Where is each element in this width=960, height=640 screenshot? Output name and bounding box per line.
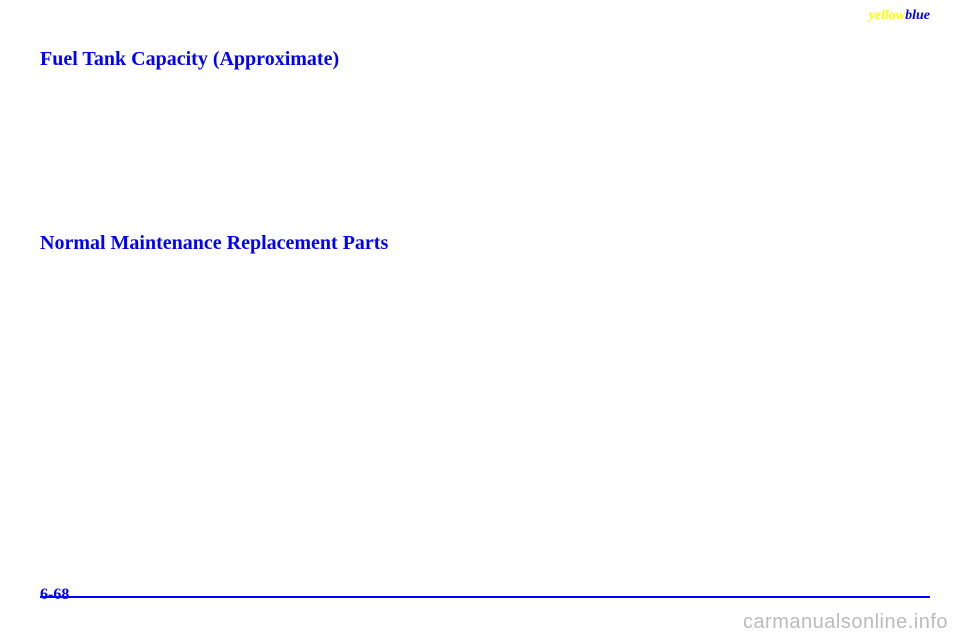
footer-rule <box>40 596 930 598</box>
page-footer: 6-68 <box>40 596 930 598</box>
heading-maintenance: Normal Maintenance Replacement Parts <box>40 232 388 255</box>
brand-text-yellow: yellow <box>869 8 906 23</box>
brand-text-blue: blue <box>905 8 930 23</box>
brand-header: yellowblue <box>869 8 930 24</box>
page-number: 6-68 <box>40 586 69 604</box>
watermark-text: carmanualsonline.info <box>743 611 948 634</box>
heading-fuel-tank: Fuel Tank Capacity (Approximate) <box>40 48 339 71</box>
